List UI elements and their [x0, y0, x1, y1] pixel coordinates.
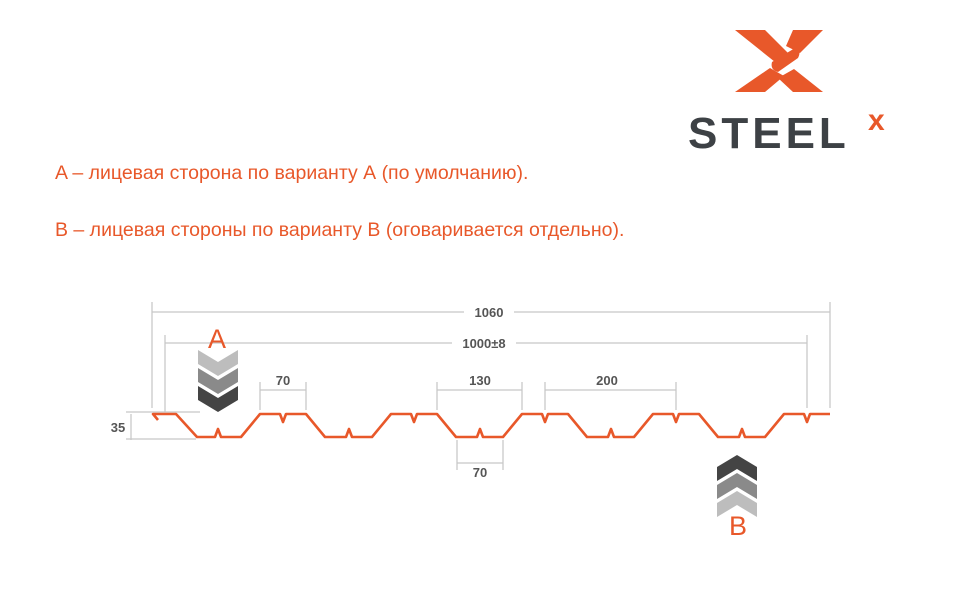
sheet-profile	[151, 412, 830, 439]
dimension-lines	[126, 302, 831, 470]
note-side-b: B – лицевая стороны по варианту В (огова…	[55, 219, 625, 241]
dim-pitch: 200	[596, 373, 618, 388]
logo-x-mark	[735, 30, 823, 92]
side-b-label: B	[729, 511, 747, 541]
note-side-a: A – лицевая сторона по варианту А (по ум…	[55, 162, 529, 184]
side-a-label: A	[208, 324, 226, 354]
logo-text: STEEL	[688, 109, 850, 158]
side-a-arrows-icon	[198, 350, 238, 412]
side-b-arrows-icon	[717, 455, 757, 517]
dim-working-width: 1000±8	[462, 336, 505, 351]
dim-bottom-flat: 70	[473, 465, 487, 480]
dim-top-flat: 70	[276, 373, 290, 388]
dim-trough-gap: 130	[469, 373, 491, 388]
logo-superscript: x	[868, 104, 885, 137]
dim-height: 35	[111, 420, 125, 435]
steelx-logo: STEEL x	[688, 30, 885, 158]
dim-overall-width: 1060	[475, 305, 504, 320]
